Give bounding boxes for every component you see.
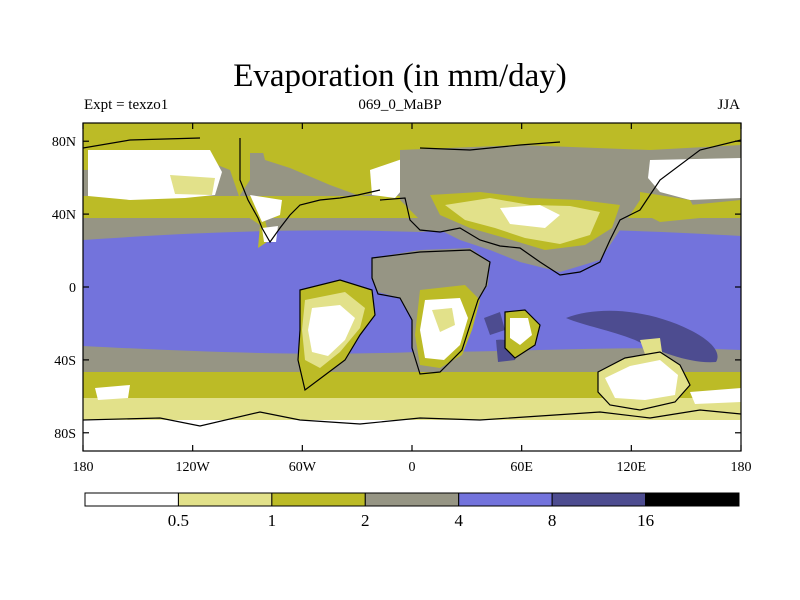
y-tick-label: 80N [52, 135, 76, 150]
x-tick-label: 0 [409, 460, 416, 475]
x-tick-label: 120E [617, 460, 647, 475]
colorbar-label: 4 [454, 511, 463, 530]
y-tick-label: 80S [54, 427, 76, 442]
colorbar-swatch [84, 492, 179, 507]
colorbar-label: 16 [637, 511, 654, 530]
colorbar-swatch [458, 492, 553, 507]
y-tick-label: 0 [69, 281, 76, 296]
colorbar-swatch [177, 492, 273, 507]
x-axis: 180 120W 60W 0 60E 120E 180 [73, 123, 752, 475]
x-tick-label: 180 [731, 460, 752, 475]
experiment-label: Expt = texzo1 [84, 97, 169, 113]
colorbar-swatch [364, 492, 460, 507]
colorbar-swatch [271, 492, 366, 507]
y-axis: 80N 40N 0 40S 80S [52, 135, 741, 442]
x-tick-label: 60W [289, 460, 317, 475]
colorbar-label: 2 [361, 511, 370, 530]
map-title: Evaporation (in mm/day) [233, 58, 567, 94]
map-plot-area [83, 123, 741, 451]
time-label: 069_0_MaBP [358, 97, 442, 113]
colorbar: 0.5 1 2 4 8 16 [84, 492, 740, 530]
colorbar-swatch [645, 492, 740, 507]
colorbar-label: 1 [268, 511, 277, 530]
x-tick-label: 120W [176, 460, 211, 475]
colorbar-label: 8 [548, 511, 557, 530]
y-tick-label: 40N [52, 208, 76, 223]
colorbar-label: 0.5 [168, 511, 189, 530]
x-tick-label: 60E [510, 460, 533, 475]
y-tick-label: 40S [54, 354, 76, 369]
x-tick-label: 180 [73, 460, 94, 475]
colorbar-swatch [551, 492, 647, 507]
season-label: JJA [717, 97, 740, 113]
